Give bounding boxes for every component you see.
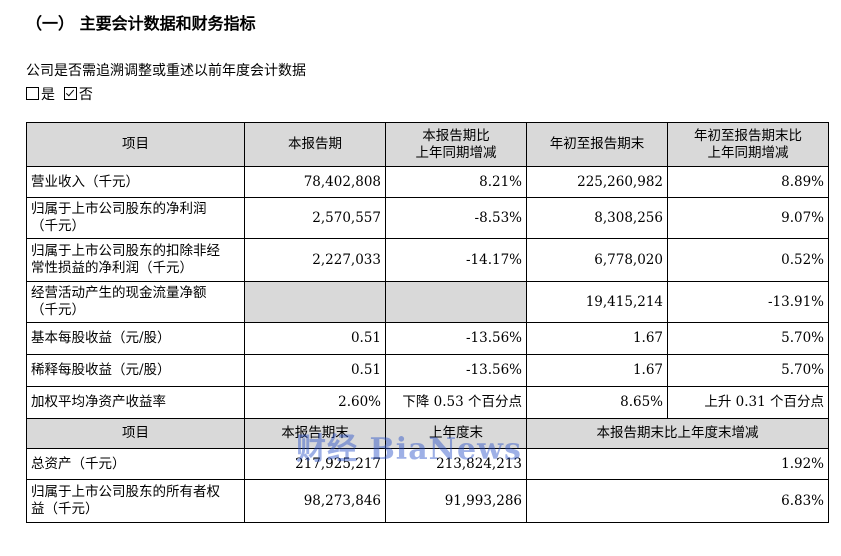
- table-row: 归属于上市公司股东的扣除非经 常性损益的净利润（千元） 2,227,033 -1…: [26, 238, 829, 282]
- table-row: 归属于上市公司股东的所有者权 益（千元） 98,273,846 91,993,2…: [26, 479, 829, 523]
- cell-value: 下降 0.53 个百分点: [385, 386, 527, 419]
- table-row: 基本每股收益（元/股） 0.51 -13.56% 1.67 5.70%: [26, 322, 829, 355]
- cell-value: 8,308,256: [526, 197, 668, 239]
- header-current-period: 本报告期: [244, 122, 386, 167]
- cell-value: 5.70%: [667, 354, 829, 387]
- row-label: 归属于上市公司股东的所有者权 益（千元）: [26, 479, 245, 523]
- header-prior-year-end: 上年度末: [385, 418, 527, 449]
- header-ytd: 年初至报告期末: [526, 122, 668, 167]
- header-period-end: 本报告期末: [244, 418, 386, 449]
- cell-value: -13.91%: [667, 281, 829, 323]
- table-row: 总资产（千元） 217,925,217 213,824,213 1.92%: [26, 448, 829, 480]
- cell-value: -8.53%: [385, 197, 527, 239]
- row-label: 总资产（千元）: [26, 448, 245, 480]
- cell-value: 91,993,286: [385, 479, 527, 523]
- cell-value: 1.67: [526, 354, 668, 387]
- yes-label: 是: [41, 87, 55, 103]
- table-row: 加权平均净资产收益率 2.60% 下降 0.53 个百分点 8.65% 上升 0…: [26, 386, 829, 419]
- cell-empty: [244, 281, 386, 323]
- checkbox-no[interactable]: [63, 87, 77, 100]
- cell-value: 9.07%: [667, 197, 829, 239]
- cell-value: 1.67: [526, 322, 668, 355]
- cell-value: 98,273,846: [244, 479, 386, 523]
- cell-value: 0.51: [244, 354, 386, 387]
- table-row: 经营活动产生的现金流量净额 （千元） 19,415,214 -13.91%: [26, 281, 829, 323]
- table-row: 归属于上市公司股东的净利润 （千元） 2,570,557 -8.53% 8,30…: [26, 197, 829, 239]
- cell-value: 8.89%: [667, 166, 829, 198]
- cell-value: 1.92%: [526, 448, 829, 480]
- financial-data-table: 项目 本报告期 本报告期比 上年同期增减 年初至报告期末 年初至报告期末比 上年…: [26, 122, 829, 523]
- cell-value: 19,415,214: [526, 281, 668, 323]
- cell-value: 0.51: [244, 322, 386, 355]
- cell-value: -14.17%: [385, 238, 527, 282]
- cell-value: 6.83%: [526, 479, 829, 523]
- cell-value: 0.52%: [667, 238, 829, 282]
- cell-value: -13.56%: [385, 322, 527, 355]
- header-ytd-change: 年初至报告期末比 上年同期增减: [667, 122, 829, 167]
- cell-value: 2.60%: [244, 386, 386, 419]
- cell-value: -13.56%: [385, 354, 527, 387]
- header-period-end-change: 本报告期末比上年度末增减: [526, 418, 829, 449]
- table2-header-row: 项目 本报告期末 上年度末 本报告期末比上年度末增减: [26, 418, 829, 449]
- row-label: 经营活动产生的现金流量净额 （千元）: [26, 281, 245, 323]
- row-label: 归属于上市公司股东的扣除非经 常性损益的净利润（千元）: [26, 238, 245, 282]
- table-row: 稀释每股收益（元/股） 0.51 -13.56% 1.67 5.70%: [26, 354, 829, 387]
- row-label: 营业收入（千元）: [26, 166, 245, 198]
- header-item: 项目: [26, 418, 245, 449]
- header-item: 项目: [26, 122, 245, 167]
- cell-value: 6,778,020: [526, 238, 668, 282]
- cell-value: 225,260,982: [526, 166, 668, 198]
- table-row: 营业收入（千元） 78,402,808 8.21% 225,260,982 8.…: [26, 166, 829, 198]
- cell-value: 5.70%: [667, 322, 829, 355]
- cell-value: 8.65%: [526, 386, 668, 419]
- row-label: 加权平均净资产收益率: [26, 386, 245, 419]
- row-label: 稀释每股收益（元/股）: [26, 354, 245, 387]
- table1-header-row: 项目 本报告期 本报告期比 上年同期增减 年初至报告期末 年初至报告期末比 上年…: [26, 122, 829, 167]
- row-label: 基本每股收益（元/股）: [26, 322, 245, 355]
- cell-value: 8.21%: [385, 166, 527, 198]
- cell-value: 2,570,557: [244, 197, 386, 239]
- checkbox-yes[interactable]: [26, 87, 39, 100]
- restatement-question: 公司是否需追溯调整或重述以前年度会计数据: [26, 63, 306, 79]
- cell-value: 上升 0.31 个百分点: [667, 386, 829, 419]
- cell-value: 213,824,213: [385, 448, 527, 480]
- row-label: 归属于上市公司股东的净利润 （千元）: [26, 197, 245, 239]
- section-heading: （一） 主要会计数据和财务指标: [26, 14, 256, 33]
- cell-value: 2,227,033: [244, 238, 386, 282]
- header-current-change: 本报告期比 上年同期增减: [385, 122, 527, 167]
- restatement-answer: 是 否: [26, 84, 93, 104]
- cell-value: 217,925,217: [244, 448, 386, 480]
- cell-value: 78,402,808: [244, 166, 386, 198]
- no-label: 否: [78, 87, 93, 103]
- cell-empty: [385, 281, 527, 323]
